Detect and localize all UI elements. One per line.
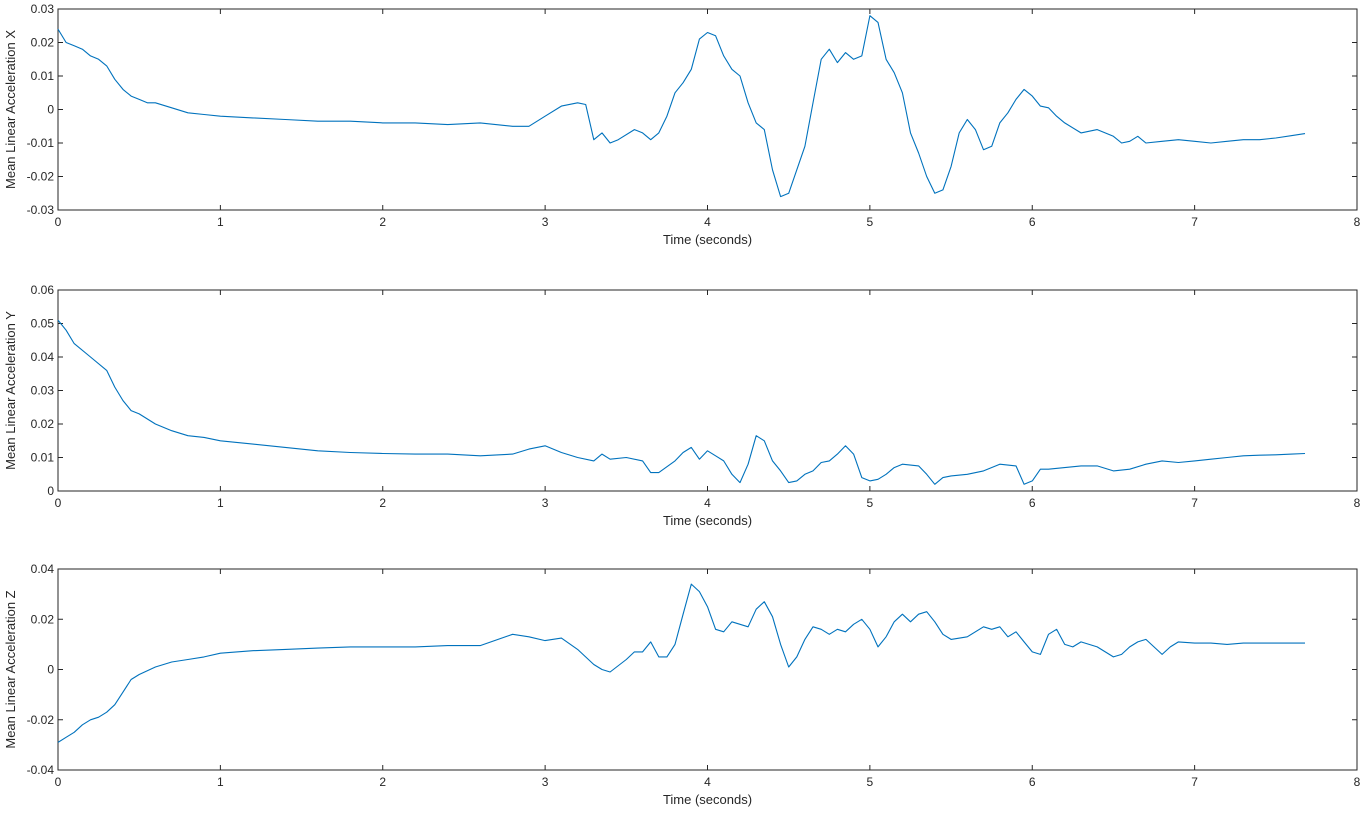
x-tick-label: 1 xyxy=(217,215,224,229)
y-tick-label: 0.02 xyxy=(31,612,55,626)
y-tick-label: 0.01 xyxy=(31,69,55,83)
x-tick-label: 0 xyxy=(55,496,62,510)
x-tick-label: 2 xyxy=(379,775,386,789)
y-tick-label: 0.06 xyxy=(31,283,55,297)
x-axis-label: Time (seconds) xyxy=(663,792,752,807)
y-axis-label: Mean Linear Acceleration Z xyxy=(3,590,18,748)
x-tick-label: 1 xyxy=(217,496,224,510)
y-tick-label: -0.02 xyxy=(27,713,55,727)
x-tick-label: 7 xyxy=(1191,496,1198,510)
chart-panel-2: 0 1 2 3 4 5 6 7 8 0 0.01 0.02 0.03 0.04 0.05 0.06 Time (… xyxy=(3,283,1361,528)
x-tick-label: 1 xyxy=(217,775,224,789)
y-tick-label: 0 xyxy=(47,484,54,498)
x-tick-label: 6 xyxy=(1029,215,1036,229)
x-axis-label: Time (seconds) xyxy=(663,513,752,528)
x-tick-label: 2 xyxy=(379,496,386,510)
x-tick-label: 3 xyxy=(542,215,549,229)
y-tick-label: 0.04 xyxy=(31,562,55,576)
plot-area-box xyxy=(57,289,1358,492)
y-axis-label: Mean Linear Acceleration Y xyxy=(3,311,18,470)
x-tick-label: 6 xyxy=(1029,775,1036,789)
x-tick-label: 4 xyxy=(704,215,711,229)
plot-area-box xyxy=(57,568,1358,771)
chart-panel-3: 0 1 2 3 4 5 6 7 8 -0.04 -0.02 0 0.02 0.04 Time (second… xyxy=(3,562,1361,807)
x-tick-label: 5 xyxy=(867,775,874,789)
y-tick-label: -0.04 xyxy=(27,763,55,777)
x-tick-label: 0 xyxy=(55,215,62,229)
x-tick-label: 8 xyxy=(1354,775,1361,789)
y-tick-label: 0.05 xyxy=(31,317,55,331)
x-tick-label: 4 xyxy=(704,496,711,510)
x-axis-label: Time (seconds) xyxy=(663,232,752,247)
x-tick-label: 5 xyxy=(867,215,874,229)
y-tick-label: 0.03 xyxy=(31,384,55,398)
plot-area-box xyxy=(57,8,1358,211)
y-tick-label: 0.02 xyxy=(31,36,55,50)
series-line-1 xyxy=(57,15,1306,198)
x-tick-label: 7 xyxy=(1191,215,1198,229)
x-tick-label: 5 xyxy=(867,496,874,510)
y-axis-label: Mean Linear Acceleration X xyxy=(3,30,18,189)
y-tick-label: -0.03 xyxy=(27,203,55,217)
y-tick-label: 0.04 xyxy=(31,350,55,364)
x-tick-label: 0 xyxy=(55,775,62,789)
y-tick-label: 0.02 xyxy=(31,417,55,431)
y-tick-label: -0.02 xyxy=(27,170,55,184)
x-tick-label: 3 xyxy=(542,496,549,510)
x-tick-label: 8 xyxy=(1354,215,1361,229)
x-tick-label: 4 xyxy=(704,775,711,789)
y-tick-label: 0 xyxy=(47,663,54,677)
x-tick-label: 7 xyxy=(1191,775,1198,789)
x-tick-label: 3 xyxy=(542,775,549,789)
x-tick-label: 2 xyxy=(379,215,386,229)
x-tick-label: 8 xyxy=(1354,496,1361,510)
y-tick-label: -0.01 xyxy=(27,136,55,150)
chart-panel-1: 0 1 2 3 4 5 6 7 8 -0.03 -0.02 -0.01 0 0.01 0.02 0.03 Tim… xyxy=(3,2,1361,247)
x-tick-label: 6 xyxy=(1029,496,1036,510)
series-line-1 xyxy=(57,319,1306,485)
series-line-1 xyxy=(57,583,1305,743)
y-tick-label: 0 xyxy=(47,103,54,117)
y-tick-label: 0.01 xyxy=(31,451,55,465)
y-tick-label: 0.03 xyxy=(31,2,55,16)
